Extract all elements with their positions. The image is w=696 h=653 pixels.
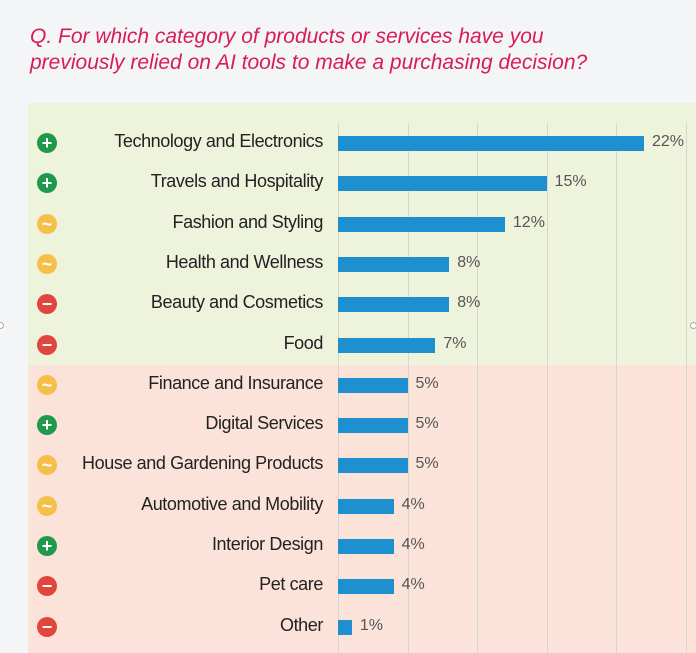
selection-handle-left (0, 322, 4, 329)
tilde-circle-icon: ~ (37, 253, 57, 274)
category-label: House and Gardening Products (82, 453, 323, 474)
chart-row: ~ Finance and Insurance 5% (28, 365, 696, 405)
bar (338, 579, 394, 595)
category-label: Automotive and Mobility (141, 493, 323, 514)
value-label: 12% (512, 213, 545, 231)
question-title: Q. For which category of products or ser… (30, 24, 650, 76)
bar (338, 418, 408, 434)
plus-circle-icon: + (37, 536, 57, 556)
minus-circle-icon: − (37, 576, 57, 597)
selection-handle-right (690, 322, 696, 329)
category-label: Travels and Hospitality (150, 171, 324, 192)
tilde-circle-icon: ~ (37, 495, 57, 516)
plus-circle-icon: + (37, 133, 57, 153)
question-line-2: previously relied on AI tools to make a … (30, 51, 588, 74)
gridline (477, 123, 479, 653)
tilde-circle-icon: ~ (37, 455, 57, 476)
category-label: Finance and Insurance (148, 372, 323, 393)
tilde-circle-icon: ~ (37, 374, 57, 395)
gridline (546, 123, 548, 653)
question-line-1: Q. For which category of products or ser… (30, 25, 544, 48)
category-label: Pet care (259, 574, 323, 595)
minus-circle-icon: − (37, 616, 57, 637)
gridline (407, 123, 409, 653)
bar (338, 256, 450, 272)
chart-row: − Other 1% (28, 607, 696, 647)
bar (338, 458, 408, 474)
bar (338, 297, 450, 313)
value-label: 5% (415, 415, 439, 433)
chart-row: ~ Automotive and Mobility 4% (28, 486, 696, 526)
category-label: Health and Wellness (165, 251, 324, 272)
chart-row: ~ House and Gardening Products 5% (28, 445, 696, 485)
plus-circle-icon: + (37, 415, 57, 436)
category-label: Technology and Electronics (114, 131, 323, 151)
bar-chart: + Technology and Electronics 22% + Travels a… (28, 103, 696, 653)
chart-row: + Interior Design 4% (28, 526, 696, 566)
value-label: 4% (401, 536, 425, 553)
category-label: Fashion and Styling (172, 211, 324, 232)
value-label: 15% (554, 173, 587, 191)
value-label: 5% (415, 455, 439, 473)
gridline (685, 123, 687, 653)
category-label: Food (283, 332, 324, 353)
chart-row: ~ Fashion and Styling 12% (28, 204, 696, 244)
value-label: 22% (652, 133, 685, 150)
bar (338, 539, 394, 554)
bar (338, 136, 644, 151)
chart-row: ~ Health and Wellness 8% (28, 244, 696, 284)
bar (338, 216, 505, 232)
bar (338, 176, 547, 192)
chart-row: + Digital Services 5% (28, 405, 696, 445)
bar (338, 619, 352, 635)
value-label: 4% (401, 576, 425, 594)
plus-circle-icon: + (37, 173, 57, 194)
category-label: Beauty and Cosmetics (150, 292, 323, 313)
gridline (616, 123, 618, 653)
chart-row: − Food 7% (28, 325, 696, 365)
value-label: 8% (457, 294, 481, 312)
category-label: Other (279, 614, 323, 635)
bar (338, 377, 408, 393)
value-label: 7% (443, 334, 467, 352)
chart-row: + Technology and Electronics 22% (28, 123, 696, 163)
chart-row: − Beauty and Cosmetics 8% (28, 284, 696, 324)
category-label: Interior Design (211, 534, 323, 554)
bar (338, 498, 394, 514)
category-label: Digital Services (205, 413, 323, 434)
value-label: 5% (415, 374, 439, 392)
chart-row: − Pet care 4% (28, 566, 696, 606)
tilde-circle-icon: ~ (37, 213, 57, 234)
chart-row: + Travels and Hospitality 15% (28, 163, 696, 203)
value-label: 1% (359, 616, 384, 634)
bar (338, 337, 436, 353)
value-label: 4% (401, 495, 425, 513)
minus-circle-icon: − (37, 334, 57, 355)
minus-circle-icon: − (37, 294, 57, 315)
value-label: 8% (457, 253, 481, 271)
